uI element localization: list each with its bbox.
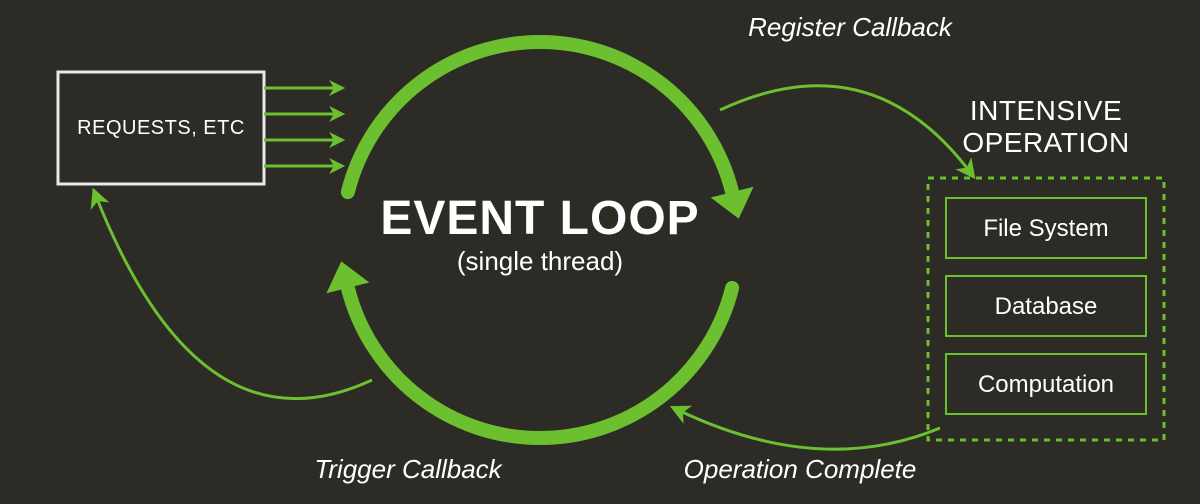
edge-operation_complete-label: Operation Complete [684, 454, 917, 484]
intensive-operation-title: OPERATION [962, 127, 1129, 158]
intensive-operation-item-label: Computation [978, 371, 1114, 398]
edge-register_callback-label: Register Callback [748, 12, 954, 42]
edge-trigger_callback-label: Trigger Callback [314, 454, 503, 484]
event-loop-subtitle: (single thread) [457, 246, 623, 276]
event-loop-title: EVENT LOOP [380, 192, 699, 245]
requests-box-label: REQUESTS, ETC [77, 117, 245, 139]
intensive-operation-item-label: File System [983, 215, 1108, 242]
diagram-stage: EVENT LOOP(single thread) REQUESTS, ETC IN… [0, 0, 1200, 504]
intensive-operation-item-label: Database [995, 293, 1098, 320]
intensive-operation-title: INTENSIVE [970, 95, 1122, 126]
